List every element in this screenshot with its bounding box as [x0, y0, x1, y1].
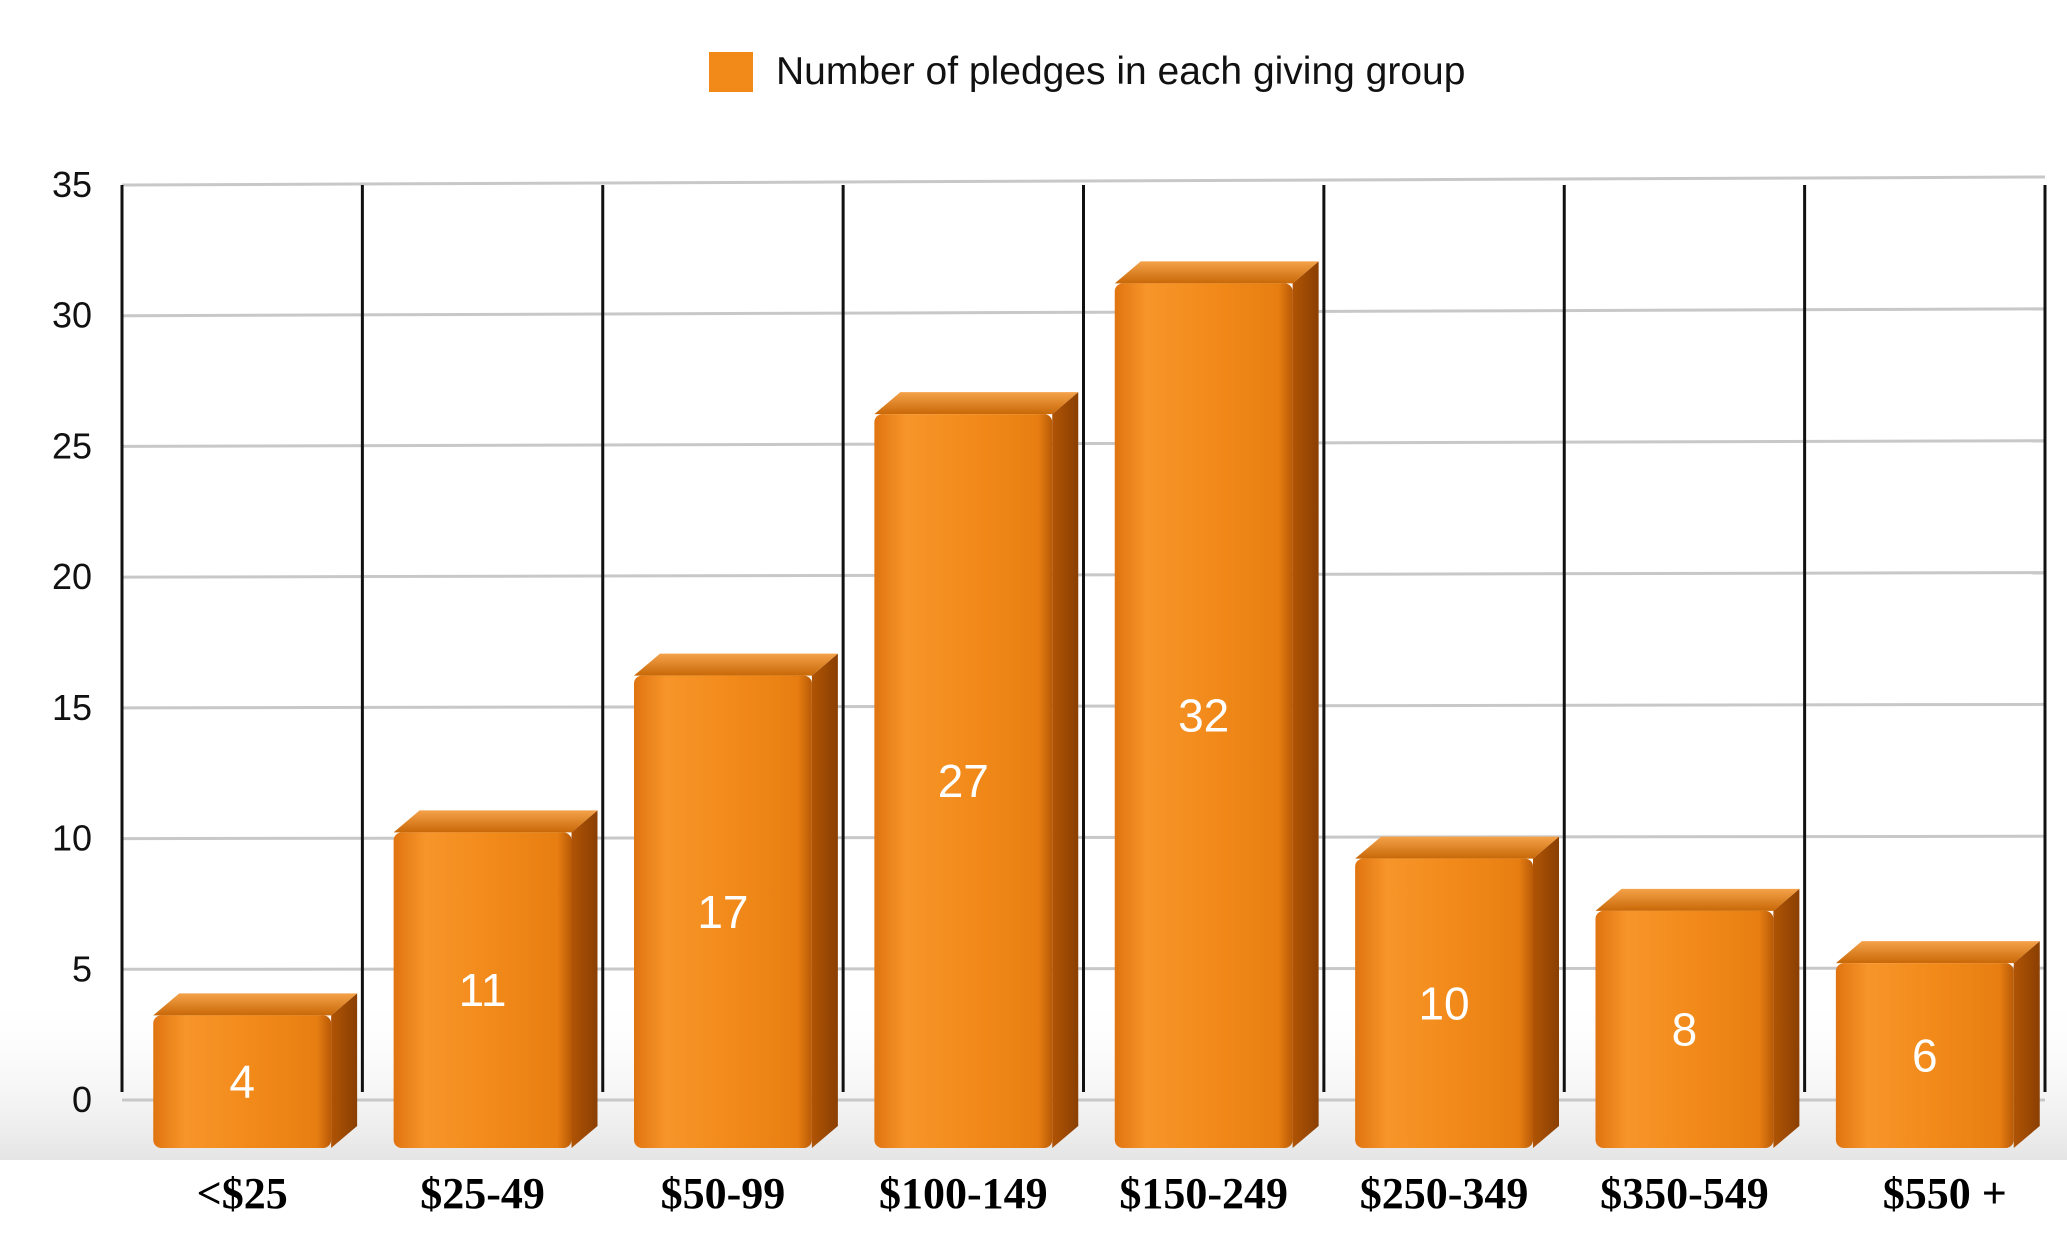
bar-front — [633, 675, 812, 1148]
y-axis-ticks: 0 5 10 15 20 25 30 35 — [52, 164, 92, 1120]
x-tick-label: $250-349 — [1360, 1169, 1529, 1218]
bar-side — [811, 653, 838, 1148]
x-tick-label: $150-249 — [1119, 1169, 1288, 1218]
x-tick-label: <$25 — [197, 1169, 288, 1218]
data-label: 8 — [1672, 1003, 1698, 1055]
bar-side — [1533, 836, 1560, 1148]
bar: 8 — [1595, 888, 1800, 1148]
data-label: 11 — [459, 964, 507, 1016]
x-tick-label: $100-149 — [879, 1169, 1048, 1218]
bar-top — [1355, 836, 1560, 859]
bar-front — [393, 832, 572, 1148]
data-label: 4 — [229, 1056, 255, 1108]
x-tick-label: $550 + — [1883, 1169, 2007, 1218]
bar-front — [153, 1015, 332, 1148]
x-tick-label: $350-549 — [1600, 1169, 1769, 1218]
bar-side — [331, 993, 358, 1148]
bar-top — [393, 810, 598, 833]
bar: 4 — [153, 993, 358, 1148]
data-label: 17 — [697, 886, 748, 938]
bar-top — [1595, 888, 1800, 911]
bar-side — [2013, 941, 2040, 1148]
y-tick-label: 15 — [52, 687, 92, 728]
data-label: 6 — [1912, 1030, 1938, 1082]
bar-front — [1595, 910, 1774, 1148]
y-tick-label: 0 — [72, 1079, 92, 1120]
x-tick-label: $50-99 — [661, 1169, 786, 1218]
bars: 4 11 17 27 32 10 8 6 — [153, 261, 2040, 1149]
bar: 17 — [633, 653, 838, 1148]
bar-top — [153, 993, 358, 1016]
bar-side — [1292, 261, 1319, 1148]
bar: 11 — [393, 810, 598, 1148]
y-tick-label: 30 — [52, 295, 92, 336]
bar-top — [1114, 261, 1319, 284]
data-label: 27 — [938, 755, 989, 807]
y-tick-label: 25 — [52, 425, 92, 466]
bar-front — [1114, 283, 1293, 1148]
bar: 10 — [1355, 836, 1560, 1148]
legend: Number of pledges in each giving group — [709, 50, 1465, 93]
category-dividers — [120, 185, 2047, 1092]
bar-front — [1355, 858, 1534, 1148]
bar-side — [1052, 392, 1079, 1149]
data-label: 10 — [1418, 977, 1469, 1029]
data-label: 32 — [1178, 690, 1229, 742]
bar-top — [633, 653, 838, 676]
bar-top — [874, 392, 1079, 415]
y-tick-label: 10 — [52, 818, 92, 859]
bar-side — [571, 810, 598, 1148]
bar: 32 — [1114, 261, 1319, 1148]
bar: 27 — [874, 392, 1079, 1149]
bar-side — [1773, 888, 1800, 1148]
gridline — [121, 175, 2046, 187]
bar-front — [874, 414, 1053, 1149]
legend-swatch — [709, 52, 753, 92]
legend-label: Number of pledges in each giving group — [776, 50, 1465, 93]
bar-top — [1835, 941, 2040, 964]
bar: 6 — [1835, 941, 2040, 1148]
x-tick-label: $25-49 — [420, 1169, 545, 1218]
x-axis-ticks: <$25 $25-49 $50-99 $100-149 $150-249 $250-349… — [197, 1169, 2007, 1218]
y-tick-label: 5 — [72, 948, 92, 989]
bar-front — [1835, 963, 2014, 1148]
y-tick-label: 35 — [52, 164, 92, 205]
y-tick-label: 20 — [52, 556, 92, 597]
